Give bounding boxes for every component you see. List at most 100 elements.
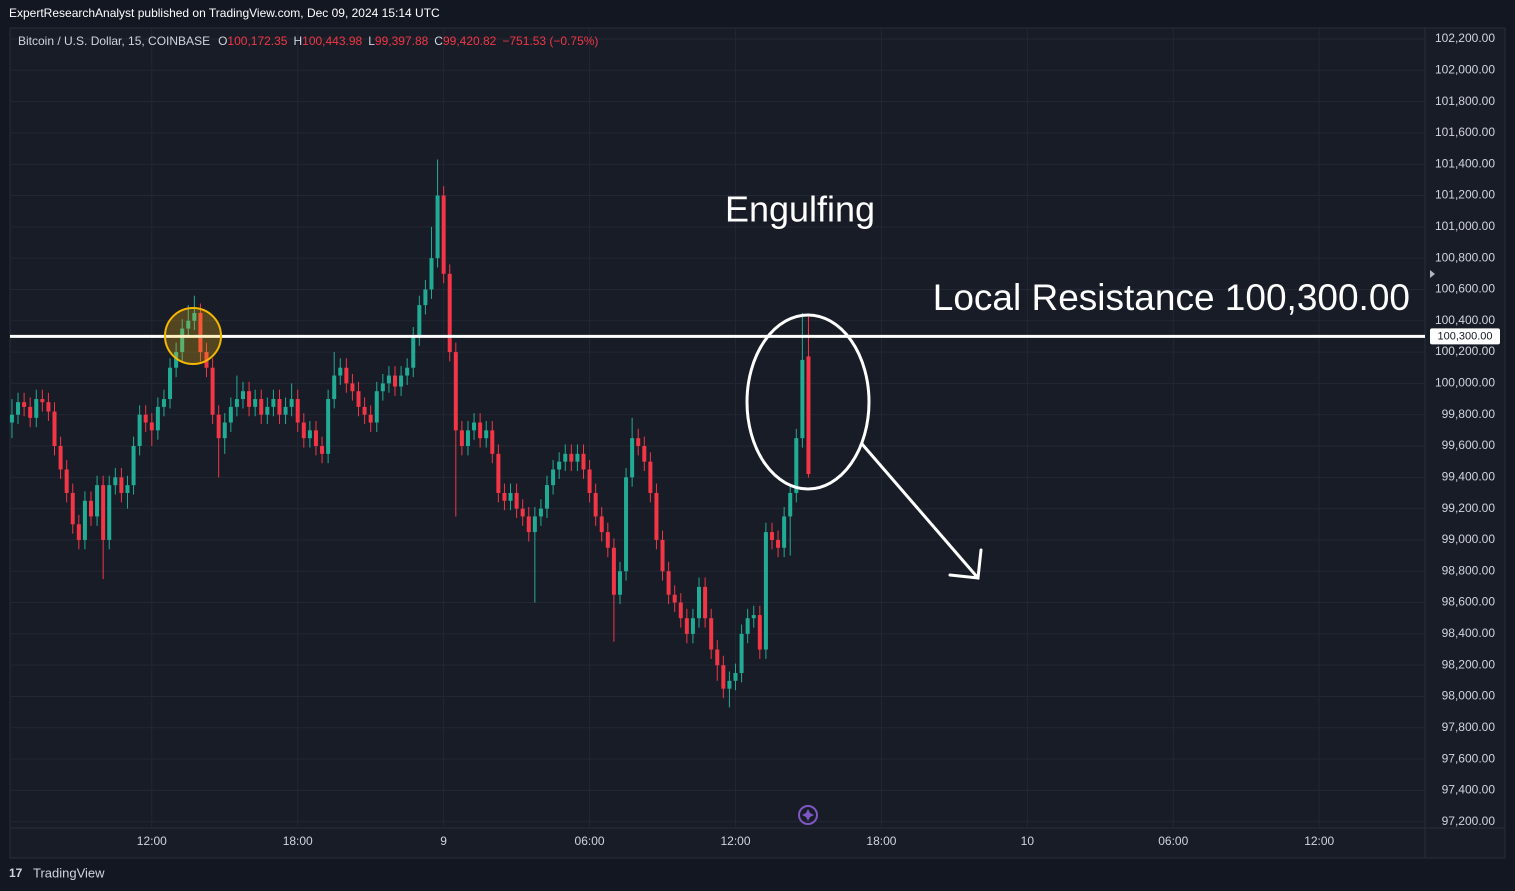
candle-body bbox=[289, 399, 294, 407]
candle-body bbox=[259, 399, 264, 415]
candle-body bbox=[429, 258, 434, 290]
candle-body bbox=[684, 618, 689, 634]
candle-body bbox=[301, 422, 306, 439]
candle-body bbox=[727, 680, 732, 689]
candle-body bbox=[630, 438, 635, 478]
candle-body bbox=[143, 414, 148, 423]
y-tick-label: 102,000.00 bbox=[1435, 62, 1495, 76]
candle-body bbox=[216, 414, 221, 439]
candle-body bbox=[496, 453, 501, 493]
y-tick-label: 101,200.00 bbox=[1435, 188, 1495, 202]
candle-body bbox=[776, 539, 781, 548]
candle-body bbox=[459, 430, 464, 447]
candle-body bbox=[520, 508, 525, 517]
candle-body bbox=[514, 492, 519, 509]
candle-body bbox=[447, 273, 452, 353]
candle-body bbox=[660, 539, 665, 572]
y-tick-label: 98,400.00 bbox=[1442, 626, 1496, 640]
candle-body bbox=[569, 453, 574, 462]
candle-body bbox=[654, 492, 659, 540]
y-tick-label: 100,800.00 bbox=[1435, 250, 1495, 264]
candle-body bbox=[70, 492, 75, 525]
candle-body bbox=[28, 406, 33, 418]
y-tick-label: 100,200.00 bbox=[1435, 344, 1495, 358]
candle-body bbox=[168, 367, 173, 400]
candle-body bbox=[423, 289, 428, 306]
candle-body bbox=[76, 524, 81, 540]
candle-body bbox=[131, 446, 136, 486]
candle-body bbox=[697, 586, 702, 619]
candle-body bbox=[307, 430, 312, 439]
y-tick-label: 99,000.00 bbox=[1442, 532, 1496, 546]
pattern-annotation: Engulfing bbox=[725, 189, 875, 230]
candle-body bbox=[751, 615, 756, 619]
candle-body bbox=[782, 516, 787, 548]
candle-body bbox=[709, 618, 714, 650]
candle-body bbox=[155, 406, 160, 431]
candle-body bbox=[295, 399, 300, 423]
candle-body bbox=[82, 500, 87, 540]
resistance-tag bbox=[1430, 328, 1500, 345]
y-tick-label: 98,000.00 bbox=[1442, 689, 1496, 703]
resistance-tag-label: 100,300.00 bbox=[1437, 330, 1492, 342]
x-tick-label: 12:00 bbox=[720, 834, 750, 848]
y-tick-label: 97,200.00 bbox=[1442, 814, 1496, 828]
candle-body bbox=[88, 500, 93, 517]
candle-body bbox=[435, 195, 440, 259]
candle-body bbox=[703, 586, 708, 619]
x-tick-label: 18:00 bbox=[866, 834, 896, 848]
candle-body bbox=[58, 446, 63, 470]
x-tick-label: 9 bbox=[440, 834, 447, 848]
ohlc-key: H bbox=[293, 34, 302, 48]
candle-body bbox=[532, 516, 537, 533]
candle-body bbox=[624, 477, 629, 572]
y-tick-label: 99,200.00 bbox=[1442, 501, 1496, 515]
y-tick-label: 100,000.00 bbox=[1435, 376, 1495, 390]
candle-body bbox=[186, 320, 191, 329]
candle-body bbox=[545, 485, 550, 509]
candle-body bbox=[599, 516, 604, 533]
ohlc-value: 99,420.82 bbox=[443, 34, 497, 48]
candle-body bbox=[721, 665, 726, 689]
candle-body bbox=[392, 375, 398, 387]
candle-body bbox=[34, 399, 39, 418]
candle-body bbox=[174, 352, 179, 368]
candle-body bbox=[538, 508, 543, 517]
candle-body bbox=[368, 414, 373, 423]
y-tick-label: 101,000.00 bbox=[1435, 219, 1495, 233]
candle-body bbox=[672, 594, 677, 603]
y-tick-label: 101,800.00 bbox=[1435, 94, 1495, 108]
candle-body bbox=[180, 328, 185, 353]
candle-body bbox=[636, 438, 641, 447]
candle-body bbox=[234, 399, 239, 407]
y-tick-label: 100,600.00 bbox=[1435, 282, 1495, 296]
candle-body bbox=[581, 453, 586, 470]
x-tick-label: 06:00 bbox=[1158, 834, 1188, 848]
footer-logo: 17 bbox=[9, 866, 23, 880]
candle-body bbox=[228, 406, 233, 423]
candle-body bbox=[283, 406, 288, 415]
highlight-circle bbox=[164, 307, 222, 365]
candle-body bbox=[374, 391, 379, 423]
candle-body bbox=[137, 414, 142, 447]
candle-body bbox=[198, 312, 203, 353]
ohlc-value: 99,397.88 bbox=[375, 34, 429, 48]
arrow bbox=[860, 442, 983, 580]
y-tick-label: 102,200.00 bbox=[1435, 31, 1495, 45]
ohlc-value: 100,443.98 bbox=[302, 34, 362, 48]
candle-body bbox=[107, 485, 112, 540]
candle-body bbox=[362, 406, 367, 415]
candle-body bbox=[222, 422, 227, 439]
y-tick-label: 99,800.00 bbox=[1442, 407, 1496, 421]
y-tick-label: 98,800.00 bbox=[1442, 563, 1496, 577]
candle-body bbox=[125, 485, 130, 493]
candle-body bbox=[64, 469, 69, 493]
candle-body bbox=[417, 305, 422, 337]
candle-body bbox=[666, 571, 671, 595]
candle-body bbox=[563, 453, 568, 462]
candle-body bbox=[715, 649, 720, 666]
candle-body bbox=[593, 492, 598, 517]
candle-body bbox=[794, 438, 799, 493]
candle-body bbox=[313, 430, 318, 447]
candle-body bbox=[484, 430, 489, 439]
